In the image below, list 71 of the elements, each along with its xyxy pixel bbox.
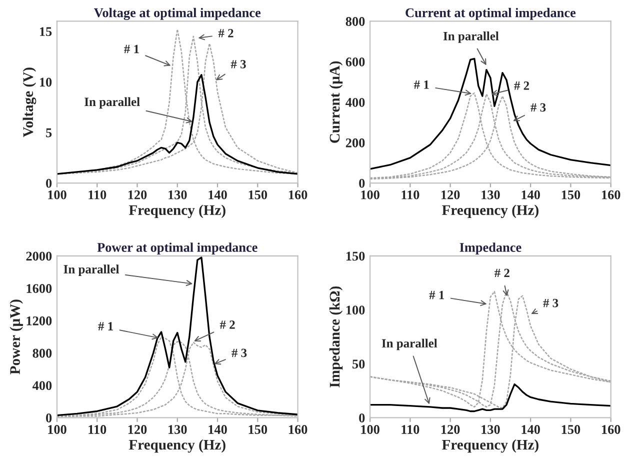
chart-title: Voltage at optimal impedance: [94, 8, 261, 20]
y-tick-label: 400: [32, 381, 52, 390]
x-axis-title: Frequency (Hz): [128, 204, 226, 218]
annotation: # 3: [530, 103, 546, 112]
y-tick-label: 150: [346, 252, 365, 261]
x-tick-label: 120: [128, 425, 147, 434]
annotation: # 2: [514, 81, 530, 90]
x-tick-label: 140: [208, 425, 227, 434]
x-tick-label: 130: [168, 425, 187, 434]
annotation: # 1: [98, 322, 113, 330]
annotation: # 1: [414, 80, 429, 89]
x-tick-label: 150: [248, 190, 268, 200]
x-tick-label: 140: [522, 190, 540, 200]
y-axis-title: Power (μW): [10, 300, 23, 374]
x-tick-label: 130: [482, 425, 500, 434]
y-tick-label: 2000: [26, 252, 52, 261]
y-axis-title: Current (μA): [329, 61, 343, 143]
y-tick-label: 0: [359, 178, 365, 188]
x-tick-label: 140: [522, 425, 540, 434]
x-axis-title: Frequency (Hz): [128, 439, 226, 453]
y-axis-title: Impedance (kΩ): [329, 286, 343, 388]
annotation: # 3: [230, 60, 246, 68]
chart-title: Current at optimal impedance: [406, 8, 576, 20]
annotation: In parallel: [443, 32, 499, 43]
x-tick-label: 150: [562, 425, 580, 434]
y-axis-title: Voltage (V): [22, 68, 36, 138]
y-tick-label: 5: [46, 128, 52, 138]
x-tick-label: 140: [208, 190, 227, 200]
annotation: In parallel: [382, 338, 438, 350]
annotation: # 1: [124, 44, 139, 54]
x-tick-label: 110: [402, 190, 420, 200]
chart-title: Power at optimal impedance: [97, 242, 258, 255]
x-tick-label: 110: [402, 425, 420, 434]
x-axis-title: Frequency (Hz): [442, 439, 538, 453]
y-tick-label: 1200: [26, 316, 52, 326]
y-tick-label: 15: [40, 27, 52, 36]
x-axis-title: Frequency (Hz): [442, 204, 538, 218]
y-tick-label: 800: [346, 17, 365, 26]
annotation: # 2: [494, 268, 510, 278]
x-tick-label: 160: [602, 425, 620, 434]
x-tick-label: 160: [288, 425, 308, 434]
x-tick-label: 120: [441, 425, 460, 434]
x-tick-label: 130: [482, 190, 500, 200]
x-tick-label: 130: [168, 190, 187, 200]
chart-title: Impedance: [460, 242, 522, 255]
x-tick-label: 110: [88, 190, 106, 200]
annotation: In parallel: [64, 264, 120, 276]
annotation: # 3: [543, 298, 558, 308]
x-tick-label: 150: [562, 190, 580, 200]
x-tick-label: 120: [441, 190, 460, 200]
y-tick-label: 600: [346, 58, 365, 66]
annotation: # 2: [218, 28, 234, 38]
annotation: In parallel: [84, 97, 140, 109]
y-tick-label: 200: [346, 138, 365, 148]
x-tick-label: 160: [288, 190, 308, 200]
y-tick-label: 800: [32, 348, 52, 358]
annotation: # 1: [429, 290, 444, 300]
y-tick-label: 0: [46, 178, 52, 188]
y-tick-label: 1600: [26, 284, 52, 293]
x-tick-label: 120: [128, 190, 147, 200]
y-tick-label: 100: [346, 306, 365, 315]
y-tick-label: 0: [46, 414, 52, 422]
x-tick-label: 160: [602, 190, 620, 200]
y-tick-label: 0: [359, 414, 365, 422]
y-tick-label: 10: [40, 78, 52, 87]
x-tick-label: 150: [248, 425, 268, 434]
annotation: # 2: [220, 320, 235, 329]
annotation: # 3: [232, 348, 247, 358]
y-tick-label: 400: [346, 98, 365, 107]
y-tick-label: 50: [352, 360, 365, 368]
x-tick-label: 110: [88, 425, 106, 434]
